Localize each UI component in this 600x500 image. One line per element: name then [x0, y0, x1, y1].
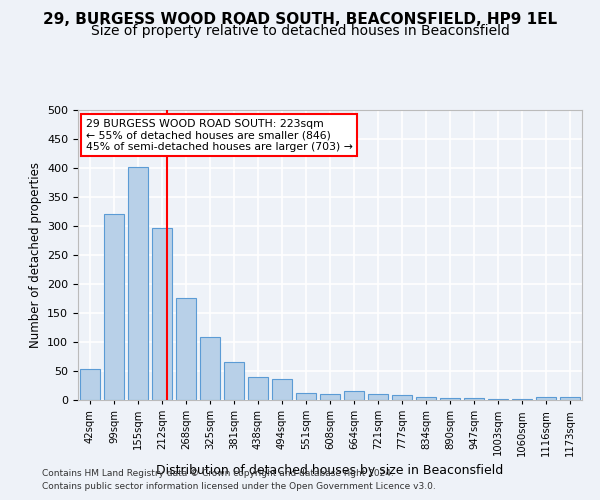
Bar [80, 368, 100, 400]
Text: Contains public sector information licensed under the Open Government Licence v3: Contains public sector information licen… [42, 482, 436, 491]
Bar [272, 378, 292, 400]
Bar [392, 395, 412, 400]
Bar [152, 228, 172, 400]
Bar [104, 214, 124, 400]
Bar [176, 298, 196, 400]
Text: Contains HM Land Registry data © Crown copyright and database right 2024.: Contains HM Land Registry data © Crown c… [42, 468, 394, 477]
Text: 29, BURGESS WOOD ROAD SOUTH, BEACONSFIELD, HP9 1EL: 29, BURGESS WOOD ROAD SOUTH, BEACONSFIEL… [43, 12, 557, 28]
Bar [128, 168, 148, 400]
Bar [320, 394, 340, 400]
Text: 29 BURGESS WOOD ROAD SOUTH: 223sqm
← 55% of detached houses are smaller (846)
45: 29 BURGESS WOOD ROAD SOUTH: 223sqm ← 55%… [86, 118, 352, 152]
Text: Size of property relative to detached houses in Beaconsfield: Size of property relative to detached ho… [91, 24, 509, 38]
Bar [464, 398, 484, 400]
Bar [296, 393, 316, 400]
Bar [440, 398, 460, 400]
Y-axis label: Number of detached properties: Number of detached properties [29, 162, 41, 348]
Bar [536, 396, 556, 400]
Bar [344, 392, 364, 400]
Bar [416, 397, 436, 400]
Bar [248, 377, 268, 400]
Bar [224, 362, 244, 400]
Bar [200, 338, 220, 400]
Bar [368, 394, 388, 400]
X-axis label: Distribution of detached houses by size in Beaconsfield: Distribution of detached houses by size … [157, 464, 503, 477]
Bar [560, 396, 580, 400]
